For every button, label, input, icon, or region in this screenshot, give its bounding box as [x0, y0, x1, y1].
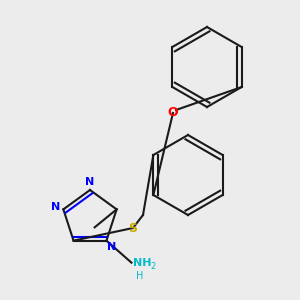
Text: S: S [128, 221, 137, 235]
Text: O: O [168, 106, 178, 119]
Text: N: N [85, 177, 94, 187]
Text: NH: NH [134, 258, 152, 268]
Text: 2: 2 [151, 262, 156, 271]
Text: N: N [51, 202, 60, 212]
Text: H: H [136, 271, 144, 281]
Text: N: N [106, 242, 116, 252]
